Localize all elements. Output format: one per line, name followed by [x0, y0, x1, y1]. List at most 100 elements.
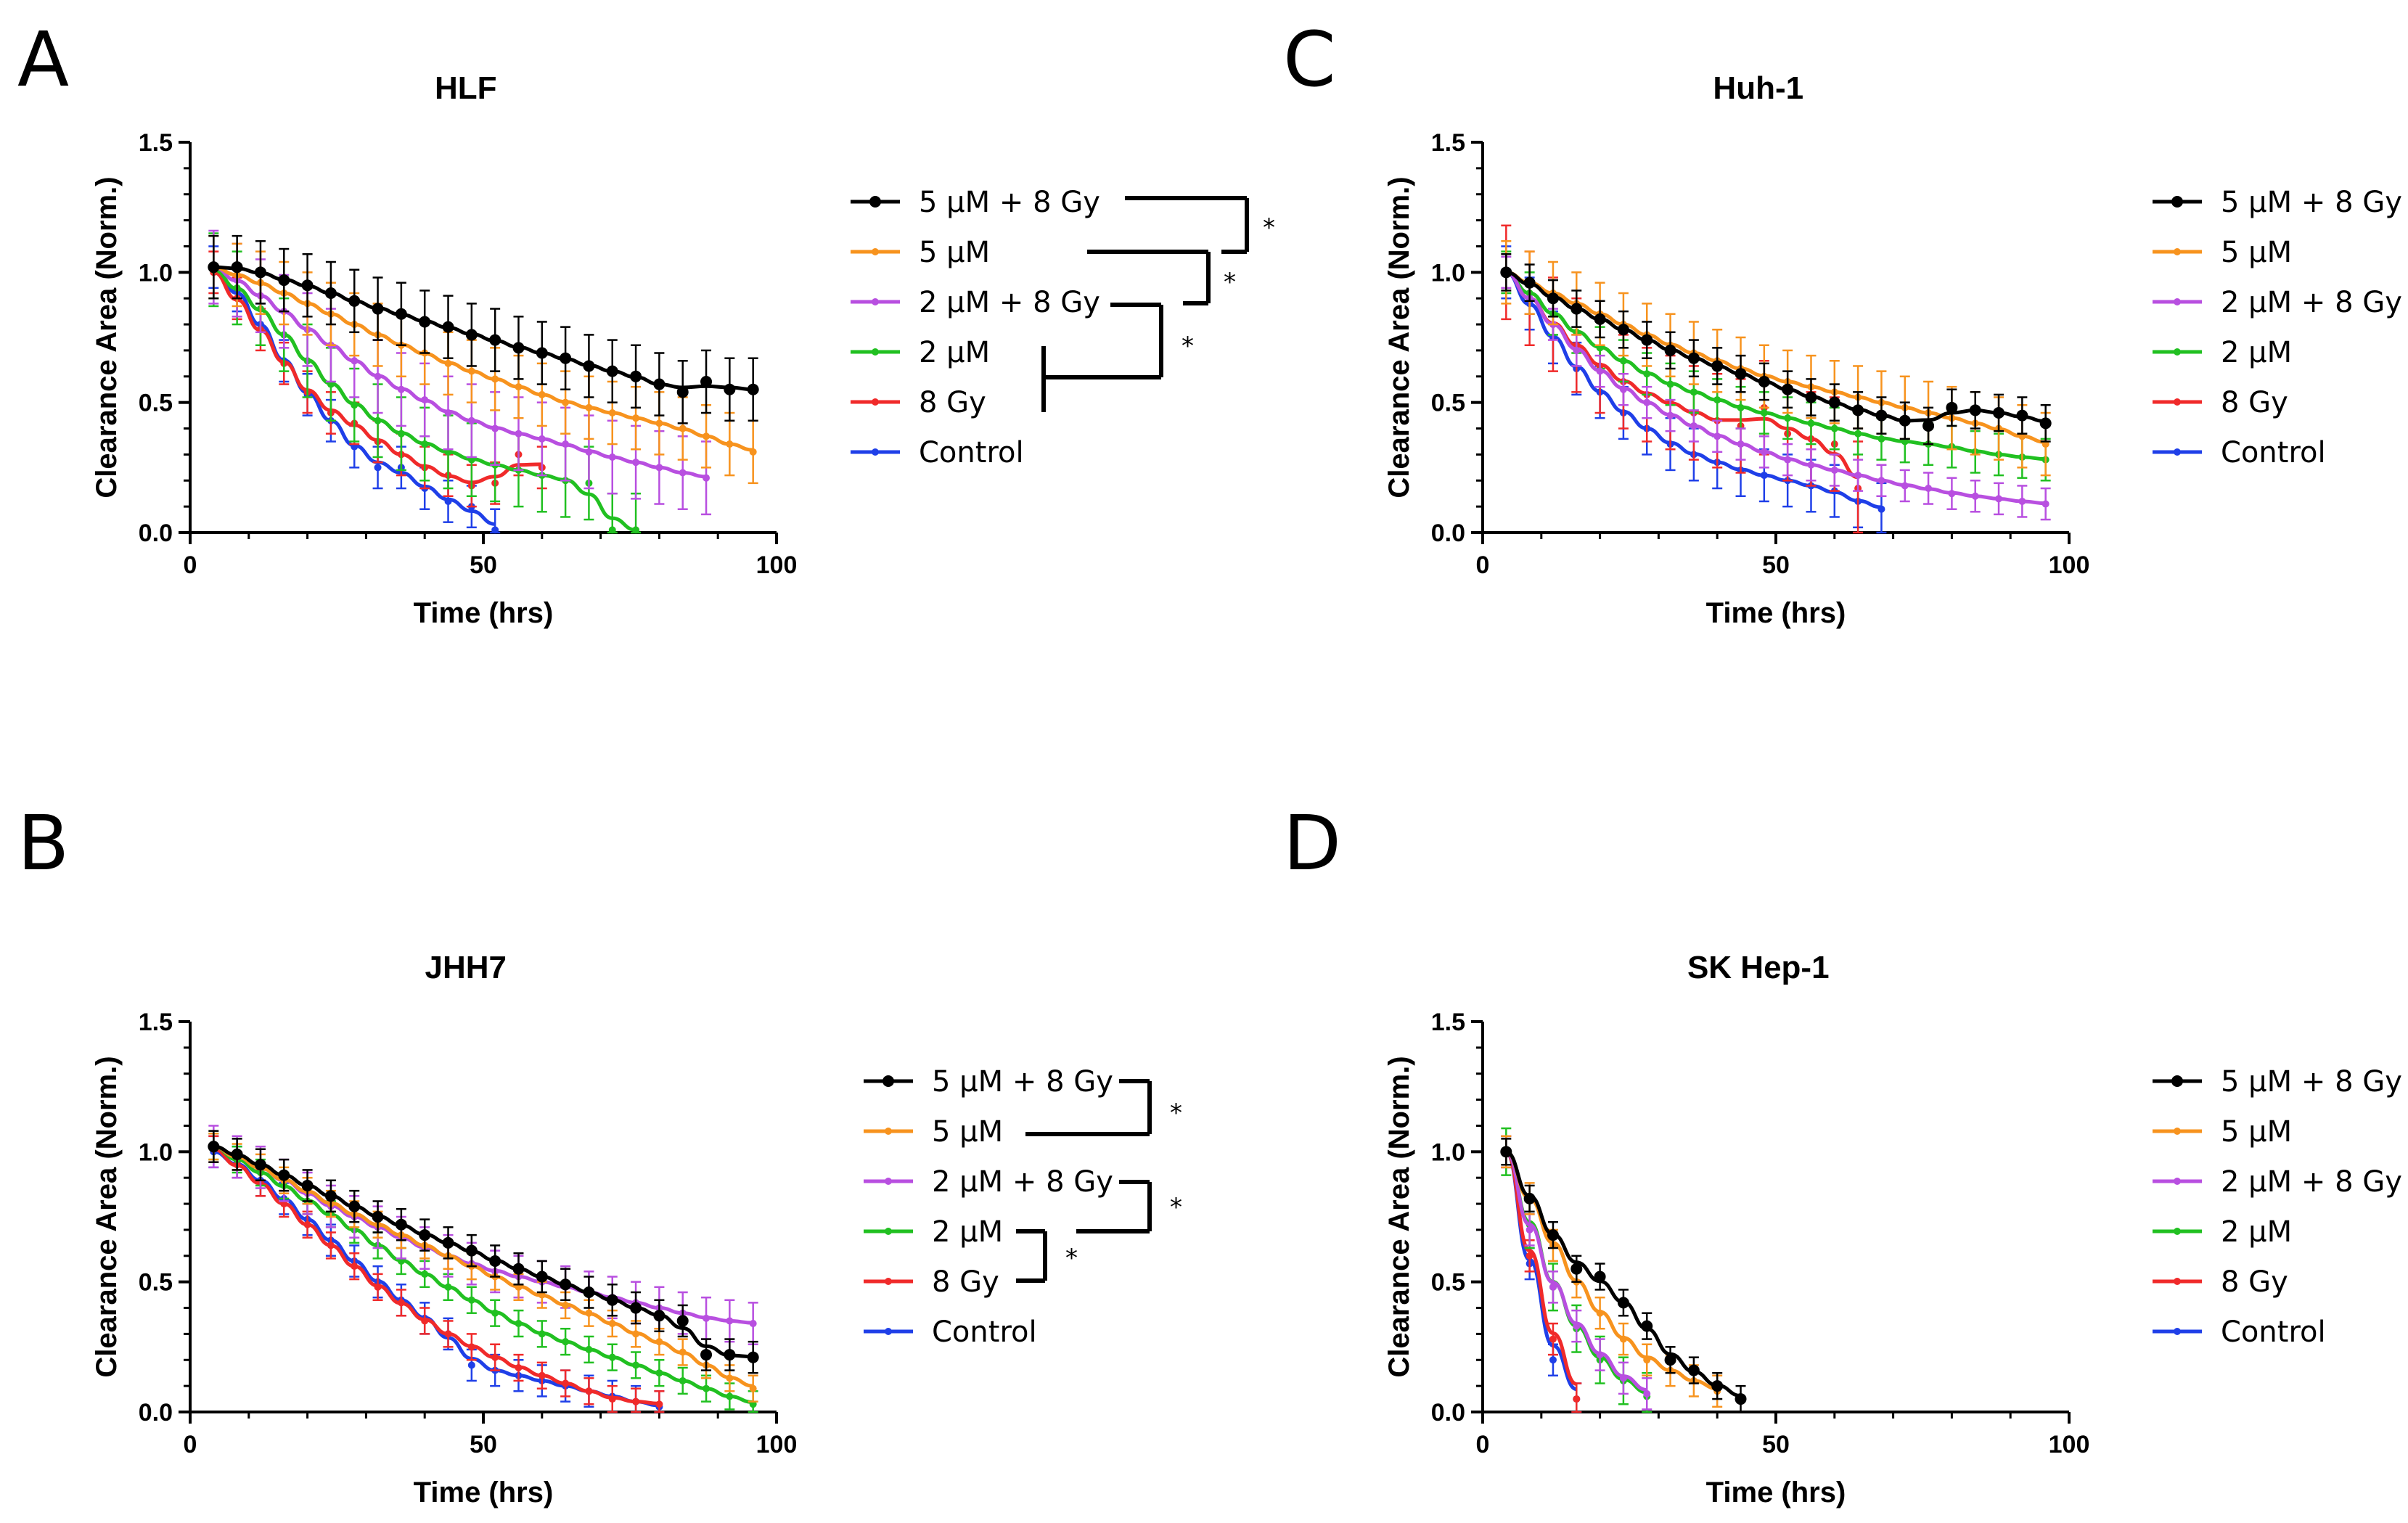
y-tick-label: 1.0: [1431, 259, 1465, 287]
y-tick-label: 1.5: [139, 1009, 173, 1036]
data-point: [1617, 324, 1629, 336]
data-point: [515, 1320, 523, 1328]
data-point: [444, 497, 452, 505]
legend-marker: [2174, 398, 2181, 406]
series-5-m: [1501, 240, 2051, 477]
data-point: [1549, 1283, 1557, 1291]
legend-marker: [2174, 1128, 2181, 1135]
data-point: [374, 372, 382, 380]
data-point: [1760, 448, 1768, 456]
panel-letter: A: [17, 15, 69, 104]
data-point: [1690, 422, 1698, 430]
y-axis-label: Clearance Area (Norm.): [91, 176, 123, 498]
legend: 5 μM + 8 Gy 5 μM 2 μM + 8 Gy 2 μM 8 Gy Contro…: [2153, 186, 2402, 469]
chart-title: JHH7: [425, 950, 507, 985]
data-point: [1664, 344, 1676, 356]
data-point: [536, 1270, 548, 1283]
data-point: [1643, 1356, 1651, 1364]
legend-label: 8 Gy: [919, 386, 986, 419]
data-point: [421, 440, 429, 448]
legend-label: Control: [919, 436, 1024, 469]
data-point: [1877, 435, 1885, 443]
data-point: [1758, 375, 1770, 387]
data-point: [512, 1263, 525, 1275]
data-point: [374, 416, 382, 424]
data-point: [442, 321, 454, 333]
data-point: [632, 414, 640, 422]
legend-marker: [885, 1228, 892, 1235]
y-tick-label: 0.5: [1431, 1269, 1465, 1297]
data-point: [512, 342, 525, 354]
data-point: [562, 1301, 570, 1309]
data-point: [653, 1310, 666, 1322]
data-point: [1995, 495, 2003, 503]
x-tick-label: 100: [2049, 551, 2090, 579]
panel-letter: B: [17, 799, 69, 887]
data-point: [1784, 456, 1792, 464]
data-point: [749, 1320, 757, 1328]
data-point: [1969, 404, 1981, 416]
data-point: [585, 448, 593, 456]
data-point: [630, 370, 642, 382]
data-point: [1852, 404, 1864, 416]
chart-title: Huh-1: [1713, 70, 1803, 106]
data-point: [560, 352, 572, 364]
series-5-m-8-gy: [208, 234, 759, 424]
data-point: [1899, 414, 1911, 427]
data-point: [372, 303, 384, 315]
data-point: [560, 1278, 572, 1291]
data-point: [1526, 1226, 1533, 1233]
legend-label: 2 μM + 8 Gy: [932, 1165, 1113, 1199]
y-axis-label: Clearance Area (Norm.): [1383, 176, 1415, 498]
data-point: [606, 1294, 618, 1306]
data-point: [395, 1218, 407, 1231]
legend-marker: [2174, 1328, 2181, 1335]
legend-marker: [2174, 1178, 2181, 1185]
legend-marker: [872, 448, 879, 456]
data-point: [655, 1338, 663, 1346]
data-point: [1760, 472, 1768, 480]
y-tick-label: 0.0: [1431, 1399, 1465, 1426]
data-point: [608, 453, 616, 461]
data-point: [1782, 383, 1794, 395]
x-tick-label: 100: [2049, 1431, 2090, 1458]
legend-marker: [872, 398, 879, 406]
legend-marker: [2174, 248, 2181, 255]
data-point: [491, 424, 499, 432]
data-point: [749, 1384, 757, 1392]
data-point: [491, 1309, 499, 1317]
significance-star: *: [1263, 213, 1275, 242]
data-point: [1619, 385, 1627, 393]
data-point: [1946, 401, 1958, 414]
data-point: [1641, 1320, 1653, 1332]
data-point: [1617, 1297, 1629, 1309]
data-point: [585, 403, 593, 411]
panel-c: C Huh-1 0 50 100 0.0 0.5 1.0 1.5 Time (hrs) Cleara…: [1283, 15, 2402, 629]
data-point: [421, 396, 429, 404]
data-point: [324, 1190, 337, 1202]
data-point: [562, 1338, 570, 1346]
fit-line: [213, 1144, 753, 1325]
data-point: [1570, 303, 1583, 315]
data-point: [1666, 380, 1674, 388]
fit-line: [1505, 270, 2046, 461]
data-point: [1687, 352, 1700, 364]
data-point: [585, 1387, 593, 1395]
fit-line: [1504, 1149, 1578, 1386]
significance-bracket: *: [1087, 250, 1236, 305]
legend-marker: [2174, 1228, 2181, 1235]
data-point: [726, 440, 734, 448]
data-point: [421, 1270, 429, 1278]
data-point: [465, 1244, 478, 1257]
data-point: [1500, 1146, 1512, 1158]
data-point: [608, 526, 616, 534]
data-point: [1807, 419, 1815, 427]
data-point: [491, 526, 499, 534]
series-5-m-8-gy: [1500, 253, 2052, 446]
data-point: [515, 383, 523, 391]
series-5-m-8-gy: [208, 1130, 759, 1374]
data-point: [1854, 430, 1862, 438]
x-tick-label: 0: [184, 551, 197, 579]
y-tick-label: 0.5: [139, 390, 173, 417]
data-point: [679, 1376, 687, 1384]
